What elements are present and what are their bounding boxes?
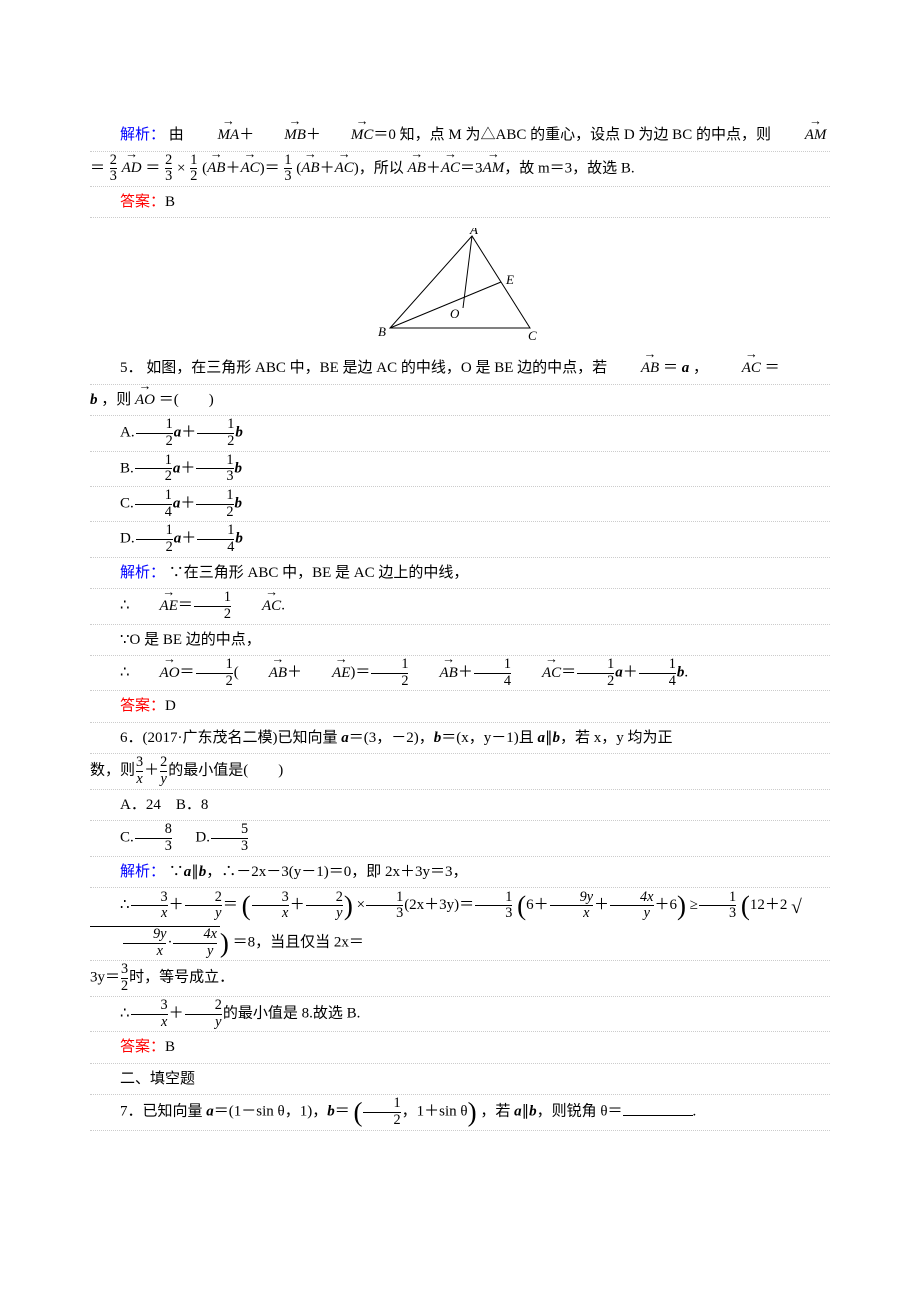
q5-diagram: A B C E O [370, 228, 550, 343]
q5-option-a: A.12a＋12b [90, 416, 830, 451]
q5-option-b: B.12a＋13b [90, 452, 830, 487]
section-2-title: 二、填空题 [90, 1064, 830, 1096]
svg-text:O: O [450, 306, 460, 321]
q5-option-d: D.12a＋14b [90, 522, 830, 557]
q5-answer: 答案：D [90, 691, 830, 723]
svg-text:B: B [378, 324, 386, 339]
q6-sol-l4: ∴3x＋2y的最小值是 8.故选 B. [90, 997, 830, 1032]
q4-answer: 答案：B [90, 187, 830, 219]
q5-sol-l2: ∴AE＝12AC. [90, 589, 830, 624]
q5-option-c: C.14a＋12b [90, 487, 830, 522]
q6-sol-l1: 解析： ∵a∥b，∴－2x－3(y－1)＝0，即 2x＋3y＝3， [90, 857, 830, 889]
svg-text:A: A [469, 228, 478, 237]
q5-diagram-wrap: A B C E O [90, 228, 830, 343]
q6-option-cd: C.83 D.53 [90, 821, 830, 856]
q5-stem-l2: b ，则 AO ＝( ) [90, 385, 830, 417]
q7-stem: 7．已知向量 a＝(1－sin θ，1)，b＝ (12，1＋sin θ) ，若 … [90, 1095, 830, 1130]
q7-blank [623, 1101, 693, 1116]
q5-stem-l1: 5． 如图，在三角形 ABC 中，BE 是边 AC 的中线，O 是 BE 边的中… [90, 353, 830, 385]
q5-sol-l3: ∵O 是 BE 边的中点， [90, 625, 830, 657]
q5-sol-l1: 解析： ∵在三角形 ABC 中，BE 是 AC 边上的中线， [90, 558, 830, 590]
q4-sol-line2: ＝ 23 AD ＝ 23 × 12 (AB＋AC)＝ 13 (AB＋AC)，所以… [90, 152, 830, 187]
q6-stem-l1: 6．(2017·广东茂名二模)已知向量 a＝(3，－2)，b＝(x，y－1)且 … [90, 723, 830, 755]
q6-option-ab: A．24 B．8 [90, 790, 830, 822]
q6-sol-l2: ∴3x＋2y＝ (3x＋2y) ×13(2x＋3y)＝13 (6＋9yx＋4xy… [90, 888, 830, 961]
label-jiexi: 解析： [120, 127, 165, 143]
q6-sol-l3: 3y＝32时，等号成立． [90, 961, 830, 996]
q6-stem-l2: 数，则3x＋2y的最小值是( ) [90, 754, 830, 789]
svg-text:E: E [505, 272, 514, 287]
q6-answer: 答案：B [90, 1032, 830, 1064]
q5-sol-l4: ∴AO＝12(AB＋AE)＝12AB＋14AC＝12a＋14b. [90, 656, 830, 691]
svg-text:C: C [528, 328, 537, 343]
